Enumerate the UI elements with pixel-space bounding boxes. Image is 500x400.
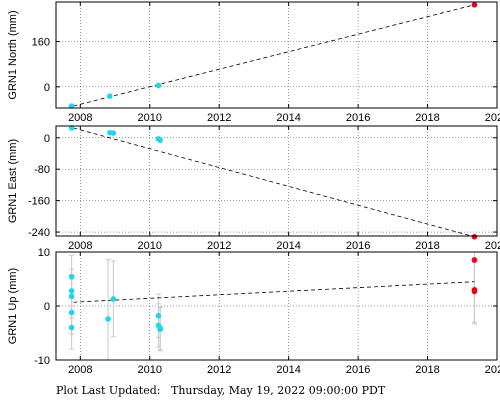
x-tick-label: 2012 (207, 364, 231, 376)
x-tick-label: 2014 (276, 112, 300, 124)
x-tick-label: 2010 (138, 240, 162, 252)
recent-data-point (471, 288, 478, 295)
x-tick-label: 2016 (346, 112, 370, 124)
x-tick-label: 2018 (415, 364, 439, 376)
x-tick-label: 2014 (276, 240, 300, 252)
x-tick-label: 2018 (415, 240, 439, 252)
plot-frame (55, 125, 498, 237)
x-tick-label: 2014 (276, 364, 300, 376)
footer-label: Plot Last Updated: (56, 384, 161, 397)
y-tick-label: -10 (34, 355, 50, 367)
plot-frame (55, 1, 498, 109)
campaign-data-point (68, 288, 75, 294)
campaign-data-point (68, 309, 75, 316)
x-tick-label: 2016 (346, 240, 370, 252)
chart-panel-3: 2008 2010 2012 2014 2016 2018 2020 10 0 -10 GRN1 U… (7, 247, 500, 376)
x-tick-label: 2020 (485, 240, 500, 252)
campaign-data-point (110, 130, 117, 136)
x-tick-label: 2018 (415, 112, 439, 124)
y-tick-label: 0 (44, 133, 50, 145)
trend-line (73, 281, 475, 303)
footer-timestamp: Thursday, May 19, 2022 09:00:00 PDT (170, 384, 386, 397)
campaign-data-point (105, 316, 111, 322)
campaign-data-point (68, 125, 75, 131)
x-tick-label: 2012 (207, 112, 231, 124)
campaign-data-point (68, 293, 75, 300)
chart-panel-2: 2008 2010 2012 2014 2016 2018 2020 0 -80 -160 -240… (7, 125, 500, 252)
x-tick-label: 2008 (68, 240, 92, 252)
campaign-data-point (110, 296, 117, 302)
campaign-data-point (68, 274, 75, 280)
campaign-data-point (155, 312, 162, 319)
y-tick-label: -80 (34, 164, 50, 176)
y-axis-label: GRN1 North (mm) (7, 10, 19, 99)
x-tick-label: 2010 (138, 364, 162, 376)
y-tick-label: 10 (38, 247, 50, 259)
campaign-data-point (155, 82, 162, 89)
y-tick-label: 160 (32, 37, 50, 49)
y-tick-label: -240 (28, 227, 50, 239)
recent-data-point (471, 257, 478, 263)
campaign-data-point (157, 137, 163, 143)
y-axis-label: GRN1 Up (mm) (7, 268, 19, 344)
plot-last-updated: Plot Last Updated: Thursday, May 19, 202… (56, 384, 385, 397)
x-tick-label: 2020 (485, 364, 500, 376)
y-tick-label: 0 (44, 82, 50, 94)
campaign-data-point (68, 103, 75, 109)
y-axis-label: GRN1 East (mm) (7, 139, 19, 223)
x-tick-label: 2016 (346, 364, 370, 376)
x-tick-label: 2020 (485, 112, 500, 124)
x-tick-label: 2010 (138, 112, 162, 124)
recent-data-point (471, 2, 478, 8)
x-tick-label: 2008 (68, 364, 92, 376)
recent-data-point (471, 233, 478, 240)
y-tick-label: -160 (28, 196, 50, 208)
y-tick-label: 0 (44, 301, 50, 313)
campaign-data-point (107, 93, 113, 99)
campaign-data-point (68, 324, 75, 331)
trend-line (73, 4, 475, 107)
trend-line (73, 127, 475, 238)
x-tick-label: 2012 (207, 240, 231, 252)
chart-panel-1: 2008 2010 2012 2014 2016 2018 2020 0 160 GRN1 Nor… (7, 1, 500, 124)
x-tick-label: 2008 (68, 112, 92, 124)
campaign-data-point (157, 326, 163, 333)
